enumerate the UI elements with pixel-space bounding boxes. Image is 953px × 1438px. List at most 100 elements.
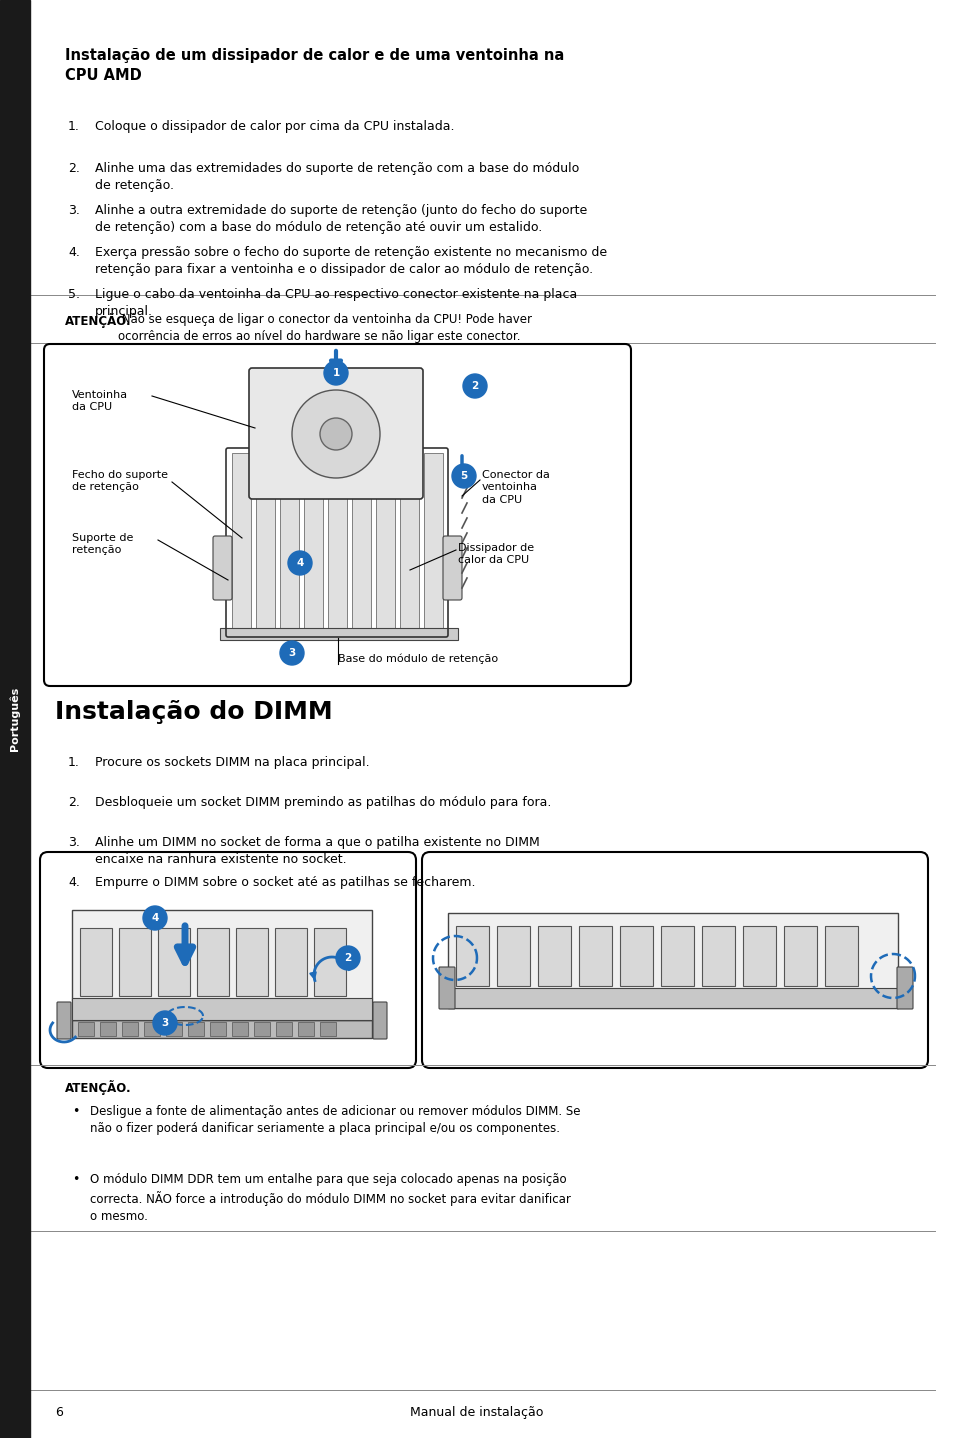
Text: 2.: 2. [68, 797, 80, 810]
FancyBboxPatch shape [57, 1002, 71, 1040]
Text: Ligue o cabo da ventoinha da CPU ao respectivo conector existente na placa
princ: Ligue o cabo da ventoinha da CPU ao resp… [95, 288, 577, 318]
Bar [71, 1020, 372, 1038]
Text: Português: Português [10, 687, 20, 751]
Bar [448, 988, 897, 1008]
Bar [319, 1022, 335, 1035]
Bar [497, 926, 530, 986]
Bar [399, 453, 418, 633]
Text: Procure os sockets DIMM na placa principal.: Procure os sockets DIMM na placa princip… [95, 756, 369, 769]
Bar [701, 926, 734, 986]
Text: Exerça pressão sobre o fecho do suporte de retenção existente no mecanismo de
re: Exerça pressão sobre o fecho do suporte … [95, 246, 606, 276]
Bar [196, 928, 229, 997]
Circle shape [288, 551, 312, 575]
Bar [71, 998, 372, 1020]
FancyBboxPatch shape [438, 966, 455, 1009]
Text: 4: 4 [152, 913, 158, 923]
Text: Instalação do DIMM: Instalação do DIMM [55, 700, 333, 723]
Text: ATENÇÃO.: ATENÇÃO. [65, 313, 132, 328]
Text: Alinhe a outra extremidade do suporte de retenção (junto do fecho do suporte
de : Alinhe a outra extremidade do suporte de… [95, 204, 587, 234]
Text: Instalação de um dissipador de calor e de uma ventoinha na
CPU AMD: Instalação de um dissipador de calor e d… [65, 47, 563, 83]
Circle shape [324, 361, 348, 385]
Text: •: • [71, 1173, 79, 1186]
Text: 3: 3 [288, 649, 295, 659]
FancyBboxPatch shape [373, 1002, 387, 1040]
Bar [297, 1022, 314, 1035]
FancyBboxPatch shape [40, 851, 416, 1068]
Text: Base do módulo de retenção: Base do módulo de retenção [337, 653, 497, 664]
Bar [235, 928, 268, 997]
Bar [783, 926, 816, 986]
Text: Desbloqueie um socket DIMM premindo as patilhas do módulo para fora.: Desbloqueie um socket DIMM premindo as p… [95, 797, 551, 810]
Bar [304, 453, 323, 633]
Text: Desligue a fonte de alimentação antes de adicionar ou remover módulos DIMM. Se
n: Desligue a fonte de alimentação antes de… [90, 1104, 579, 1135]
Circle shape [280, 641, 304, 664]
Bar [742, 926, 775, 986]
Text: 5.: 5. [68, 288, 80, 301]
Bar [232, 453, 251, 633]
Text: ATENÇÃO.: ATENÇÃO. [65, 1080, 132, 1094]
Bar [824, 926, 857, 986]
Bar [166, 1022, 182, 1035]
Bar [71, 910, 372, 1020]
Bar [375, 453, 395, 633]
FancyBboxPatch shape [44, 344, 630, 686]
Bar [188, 1022, 204, 1035]
Text: 2: 2 [471, 381, 478, 391]
Text: Empurre o DIMM sobre o socket até as patilhas se fecharem.: Empurre o DIMM sobre o socket até as pat… [95, 876, 475, 889]
Text: 6: 6 [55, 1406, 63, 1419]
Text: Ventoinha
da CPU: Ventoinha da CPU [71, 390, 128, 413]
Circle shape [152, 1011, 177, 1035]
Text: 2: 2 [344, 953, 352, 963]
Circle shape [143, 906, 167, 930]
Bar [619, 926, 652, 986]
Bar [328, 453, 347, 633]
Circle shape [319, 418, 352, 450]
Text: O módulo DIMM DDR tem um entalhe para que seja colocado apenas na posição
correc: O módulo DIMM DDR tem um entalhe para qu… [90, 1173, 570, 1222]
Bar [280, 453, 298, 633]
Text: 5: 5 [460, 472, 467, 480]
Text: 4.: 4. [68, 246, 80, 259]
Text: 4: 4 [296, 558, 303, 568]
FancyBboxPatch shape [249, 368, 422, 499]
Bar [578, 926, 612, 986]
Bar [352, 453, 371, 633]
Text: Manual de instalação: Manual de instalação [410, 1406, 543, 1419]
Bar [0, 0, 30, 1438]
Bar [537, 926, 571, 986]
Bar [158, 928, 190, 997]
Text: 3.: 3. [68, 204, 80, 217]
FancyBboxPatch shape [421, 851, 927, 1068]
Text: Alinhe um DIMM no socket de forma a que o patilha existente no DIMM
encaixe na r: Alinhe um DIMM no socket de forma a que … [95, 835, 539, 866]
Bar [660, 926, 693, 986]
Bar [314, 928, 346, 997]
Bar [456, 926, 489, 986]
Text: 2.: 2. [68, 162, 80, 175]
Bar [423, 453, 442, 633]
Text: 3: 3 [161, 1018, 169, 1028]
Text: Dissipador de
calor da CPU: Dissipador de calor da CPU [457, 544, 534, 565]
Circle shape [452, 464, 476, 487]
Text: Alinhe uma das extremidades do suporte de retenção com a base do módulo
de reten: Alinhe uma das extremidades do suporte d… [95, 162, 578, 193]
Text: Suporte de
retenção: Suporte de retenção [71, 533, 133, 555]
Text: Coloque o dissipador de calor por cima da CPU instalada.: Coloque o dissipador de calor por cima d… [95, 119, 454, 132]
FancyBboxPatch shape [896, 966, 912, 1009]
Text: Conector da
ventoinha
da CPU: Conector da ventoinha da CPU [481, 470, 549, 505]
Bar [80, 928, 112, 997]
Circle shape [462, 374, 486, 398]
FancyBboxPatch shape [213, 536, 232, 600]
FancyBboxPatch shape [442, 536, 461, 600]
Bar [255, 453, 274, 633]
Text: •: • [71, 1104, 79, 1117]
Bar [275, 1022, 292, 1035]
Bar [220, 628, 457, 640]
Text: 1.: 1. [68, 756, 80, 769]
Circle shape [292, 390, 379, 477]
Text: 1: 1 [332, 368, 339, 378]
Bar [122, 1022, 138, 1035]
Text: 4.: 4. [68, 876, 80, 889]
Bar [232, 1022, 248, 1035]
Circle shape [335, 946, 359, 971]
Text: Fecho do suporte
de retenção: Fecho do suporte de retenção [71, 470, 168, 492]
Text: 1.: 1. [68, 119, 80, 132]
Bar [274, 928, 307, 997]
